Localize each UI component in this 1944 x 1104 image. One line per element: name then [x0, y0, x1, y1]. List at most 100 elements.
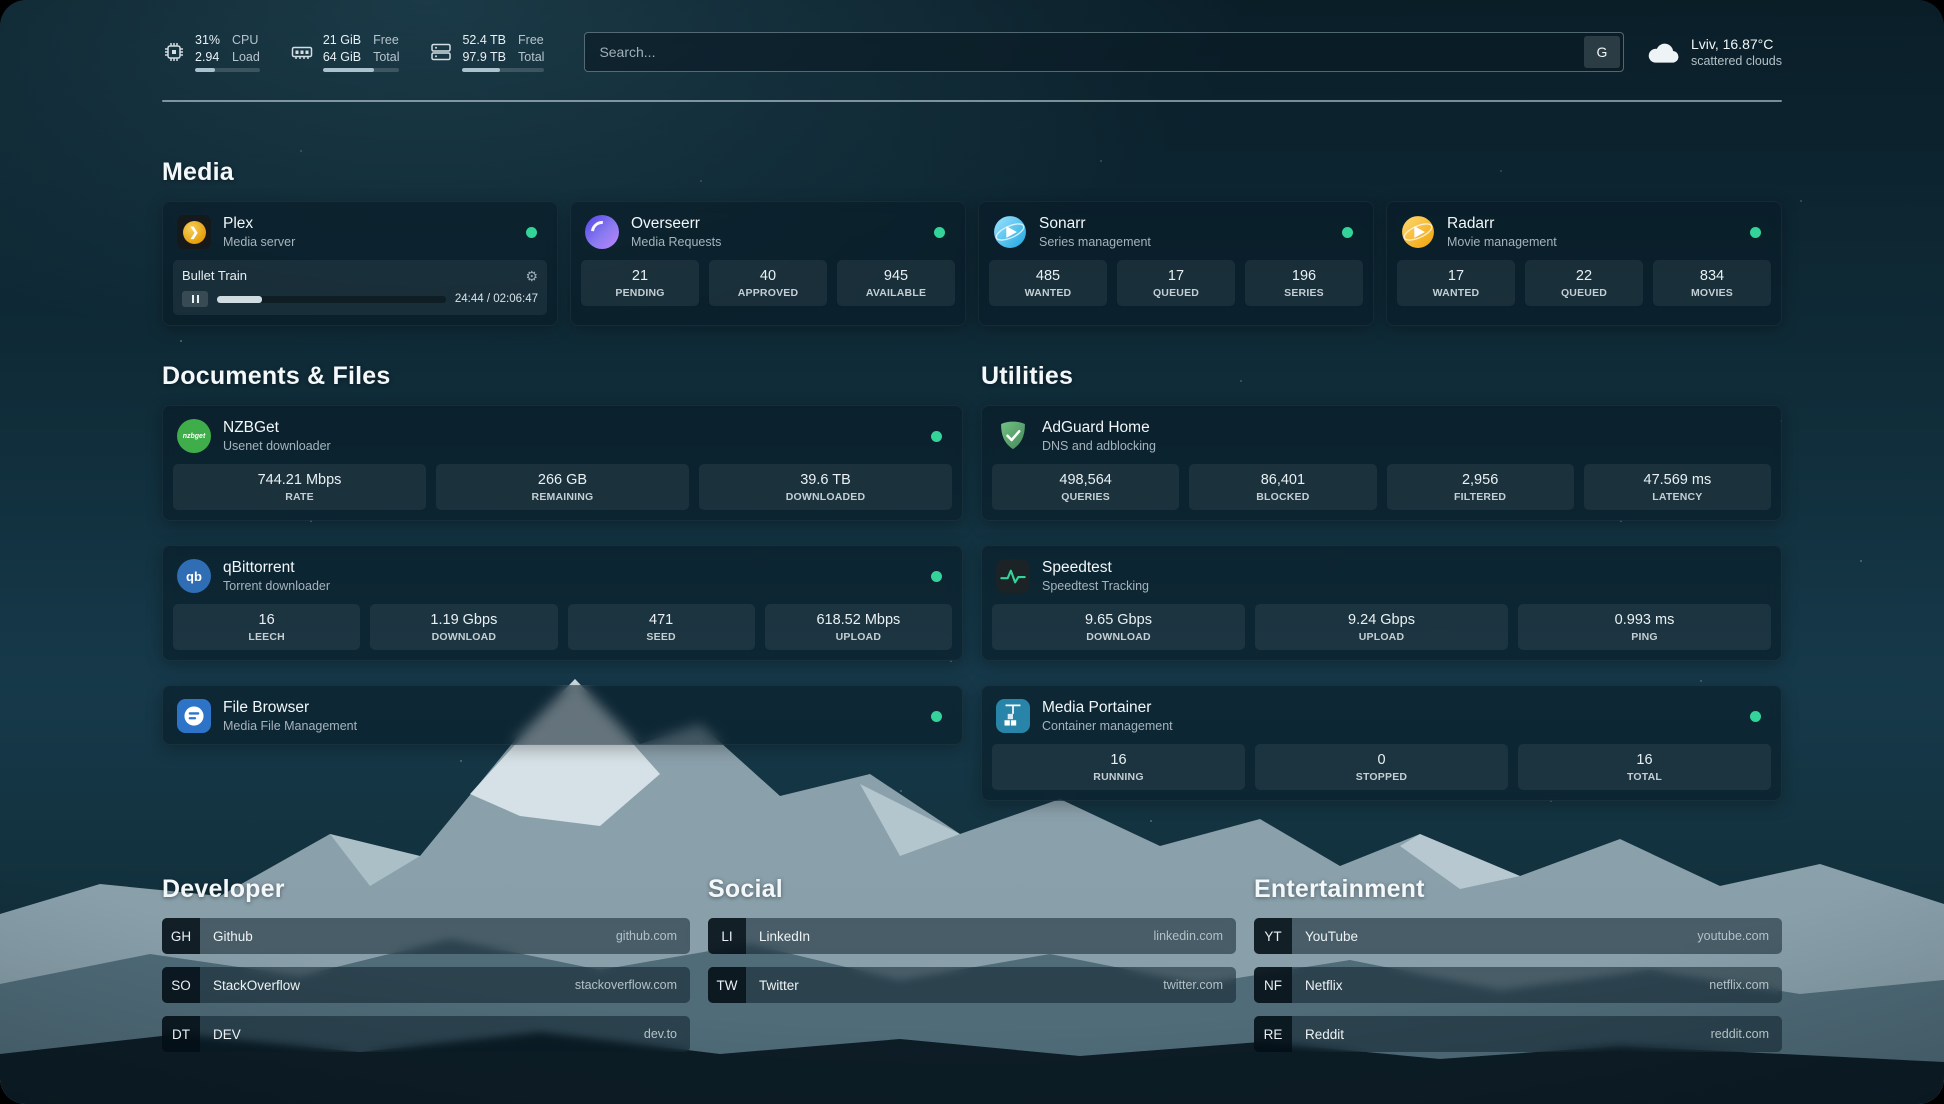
stat-label: UPLOAD: [835, 631, 882, 643]
stat-value: 834: [1699, 268, 1725, 284]
stat-label: WANTED: [1432, 287, 1480, 299]
bookmark-url: github.com: [615, 929, 677, 943]
stat: 1.19 Gbps DOWNLOAD: [370, 604, 558, 650]
section-title-utilities: Utilities: [981, 362, 1074, 390]
disk-free-label: Free: [518, 33, 544, 48]
memory-widget: 21 GiB 64 GiB Free Total: [290, 32, 400, 72]
stat: 471 SEED: [567, 604, 755, 650]
stat-label: PENDING: [615, 287, 665, 299]
stat-label: TOTAL: [1626, 771, 1663, 783]
speedtest-icon: [996, 559, 1030, 593]
bookmark-abbr: GH: [162, 918, 200, 954]
stat-value: 744.21 Mbps: [257, 472, 342, 488]
bookmark-group-entertainment: Entertainment YT YouTube youtube.com NF …: [1254, 875, 1782, 1052]
stat-value: 86,401: [1260, 472, 1306, 488]
bookmark-stackoverflow[interactable]: SO StackOverflow stackoverflow.com: [162, 967, 690, 1003]
stat-label: APPROVED: [737, 287, 799, 299]
service-stats: 498,564 QUERIES 86,401 BLOCKED 2,956 FIL…: [992, 464, 1771, 510]
service-card-speedtest: Speedtest Speedtest Tracking 9.65 Gbps D…: [981, 545, 1782, 661]
disk-widget: 52.4 TB 97.9 TB Free Total: [429, 32, 545, 72]
stat: 485 WANTED: [989, 260, 1107, 306]
stat: 0 STOPPED: [1255, 744, 1508, 790]
bookmark-url: reddit.com: [1710, 1027, 1769, 1041]
stat-value: 9.24 Gbps: [1348, 612, 1415, 628]
stat-value: 9.65 Gbps: [1085, 612, 1152, 628]
service-link-nzbget[interactable]: nzbget NZBGet Usenet downloader: [173, 414, 952, 464]
stat-value: 618.52 Mbps: [816, 612, 901, 628]
pause-button[interactable]: [182, 291, 208, 307]
service-link-sonarr[interactable]: Sonarr Series management: [989, 210, 1363, 260]
cpu-value: 31%: [195, 33, 221, 48]
bookmark-abbr: RE: [1254, 1016, 1292, 1052]
stat: 47.569 ms LATENCY: [1583, 464, 1771, 510]
stat: 16 TOTAL: [1518, 744, 1771, 790]
service-link-speedtest[interactable]: Speedtest Speedtest Tracking: [992, 554, 1771, 604]
stat-value: 266 GB: [537, 472, 588, 488]
now-playing-title: Bullet Train: [182, 268, 248, 283]
playback-time: 24:44 / 02:06:47: [454, 293, 538, 305]
plex-icon: ❯: [177, 215, 211, 249]
stat-label: SERIES: [1284, 287, 1324, 299]
bookmark-youtube[interactable]: YT YouTube youtube.com: [1254, 918, 1782, 954]
stat: 17 WANTED: [1397, 260, 1515, 306]
stat-label: DOWNLOAD: [1086, 631, 1151, 643]
bookmark-reddit[interactable]: RE Reddit reddit.com: [1254, 1016, 1782, 1052]
service-subtitle: Series management: [1039, 234, 1151, 249]
service-subtitle: Movie management: [1447, 234, 1557, 249]
service-subtitle: Container management: [1042, 718, 1173, 733]
weather-condition: scattered clouds: [1690, 54, 1782, 68]
stat-label: BLOCKED: [1256, 491, 1310, 503]
service-subtitle: DNS and adblocking: [1042, 438, 1156, 453]
service-subtitle: Media server: [223, 234, 296, 249]
settings-gear-icon[interactable]: ⚙: [525, 267, 538, 284]
service-stats: 9.65 Gbps DOWNLOAD 9.24 Gbps UPLOAD 0.99…: [992, 604, 1771, 650]
bookmark-netflix[interactable]: NF Netflix netflix.com: [1254, 967, 1782, 1003]
stat: 834 MOVIES: [1653, 260, 1771, 306]
status-dot: [1342, 226, 1353, 238]
bookmark-url: dev.to: [643, 1027, 677, 1041]
memory-icon: [291, 46, 313, 59]
cpu-progress-fill: [195, 67, 216, 72]
service-link-radarr[interactable]: Radarr Movie management: [1397, 210, 1771, 260]
stat-value: 39.6 TB: [800, 472, 851, 488]
service-subtitle: Media Requests: [631, 234, 722, 249]
bookmark-dev[interactable]: DT DEV dev.to: [162, 1016, 690, 1052]
adguard-icon: [996, 419, 1030, 453]
section-title-documents: Documents & Files: [162, 362, 391, 390]
bookmark-name: Github: [213, 928, 253, 944]
cpu-load-value: 2.94: [195, 49, 220, 64]
service-link-qbittorrent[interactable]: qb qBittorrent Torrent downloader: [173, 554, 952, 604]
bookmark-name: YouTube: [1305, 928, 1359, 944]
weather-location: Lviv, 16.87°C: [1690, 36, 1774, 52]
service-title: Overseerr: [631, 215, 700, 233]
stat-label: UPLOAD: [1358, 631, 1405, 643]
service-title: AdGuard Home: [1042, 419, 1150, 437]
service-link-overseerr[interactable]: Overseerr Media Requests: [581, 210, 955, 260]
service-link-filebrowser[interactable]: File Browser Media File Management: [173, 694, 952, 738]
stat-value: 17: [1167, 268, 1185, 284]
disk-progress-fill: [462, 67, 501, 72]
stat: 22 QUEUED: [1525, 260, 1643, 306]
bookmark-github[interactable]: GH Github github.com: [162, 918, 690, 954]
stat-value: 40: [759, 268, 777, 284]
bookmark-linkedin[interactable]: LI LinkedIn linkedin.com: [708, 918, 1236, 954]
bookmark-twitter[interactable]: TW Twitter twitter.com: [708, 967, 1236, 1003]
service-link-plex[interactable]: ❯ Plex Media server: [173, 210, 547, 260]
stat-label: FILTERED: [1454, 491, 1507, 503]
status-dot: [931, 710, 942, 722]
stat: 266 GB REMAINING: [436, 464, 689, 510]
bookmark-name: Reddit: [1305, 1026, 1345, 1042]
bookmark-url: linkedin.com: [1153, 929, 1223, 943]
bookmark-group-social: Social LI LinkedIn linkedin.com TW Twitt…: [708, 875, 1236, 1052]
search-provider-button[interactable]: G: [1583, 36, 1620, 68]
stat: 9.24 Gbps UPLOAD: [1255, 604, 1508, 650]
status-dot: [1750, 710, 1761, 722]
service-link-adguard[interactable]: AdGuard Home DNS and adblocking: [992, 414, 1771, 464]
stat-value: 22: [1575, 268, 1593, 284]
search-input[interactable]: [584, 32, 1624, 72]
stat: 21 PENDING: [581, 260, 699, 306]
service-link-portainer[interactable]: Media Portainer Container management: [992, 694, 1771, 744]
service-card-plex: ❯ Plex Media server Bullet Train ⚙: [162, 201, 558, 326]
stat-value: 0: [1377, 752, 1386, 768]
